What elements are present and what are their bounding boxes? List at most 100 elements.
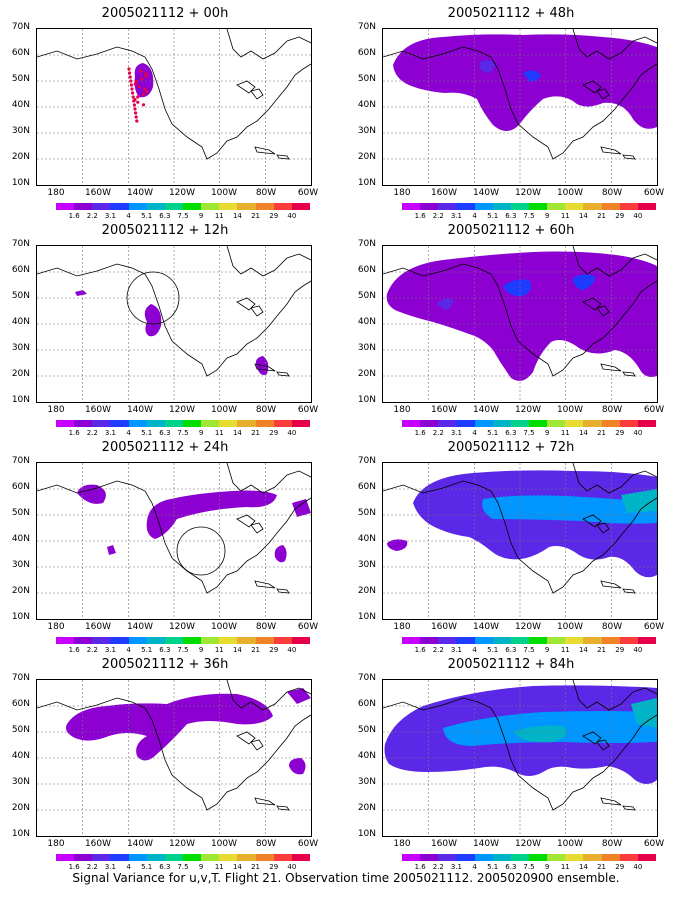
latitude-label: 20N (357, 586, 376, 596)
colorbar-swatch (219, 637, 238, 644)
map-area (36, 245, 312, 403)
variance-region (413, 470, 657, 578)
variance-region (144, 304, 162, 337)
colorbar (402, 420, 657, 427)
panel-title: 2005021112 + 60h (447, 223, 575, 238)
panel-title: 2005021112 + 36h (101, 657, 229, 672)
variance-region (292, 499, 311, 517)
colorbar-swatch (474, 854, 494, 861)
panel-title: 2005021112 + 12h (101, 223, 229, 238)
colorbar-label: 21 (597, 212, 607, 220)
colorbar-label: 2.2 (432, 429, 444, 437)
observation-point (127, 67, 131, 71)
latitude-label: 50N (11, 74, 30, 84)
observation-point (132, 103, 136, 107)
longitude-label: 80W (255, 839, 277, 849)
longitude-label: 60W (643, 188, 665, 198)
colorbar-swatch (420, 203, 439, 210)
longitude-label: 140W (472, 405, 500, 415)
colorbar-label: 21 (597, 429, 607, 437)
islands (600, 146, 636, 160)
colorbar-label: 11 (560, 646, 570, 654)
longitude-label: 180 (47, 839, 65, 849)
map-area (36, 28, 312, 186)
map-panel: 2005021112 + 24h 70N 60N 50N 40N 30N 20N 10N 180… (0, 440, 330, 655)
longitude-label: 160W (84, 405, 112, 415)
colorbar-swatch (474, 420, 494, 427)
observation-point (128, 75, 132, 79)
colorbar-label: 6.3 (505, 646, 517, 654)
colorbar-label: 1.6 (68, 863, 80, 871)
latitude-label: 50N (357, 725, 376, 735)
colorbar-swatch (183, 854, 202, 861)
colorbar-swatch (402, 203, 421, 210)
colorbar-swatch (110, 420, 130, 427)
longitude-label: 100W (210, 622, 238, 632)
latitude-label: 20N (11, 369, 30, 379)
colorbar-label: 5.1 (487, 646, 499, 654)
latitude-label: 10N (11, 829, 30, 839)
longitude-label: 80W (255, 188, 277, 198)
longitude-label: 180 (47, 622, 65, 632)
colorbar-label: 1.6 (414, 646, 426, 654)
latitude-label: 50N (357, 291, 376, 301)
observation-point (129, 79, 133, 83)
map-area (36, 679, 312, 837)
longitude-label: 180 (47, 405, 65, 415)
longitude-label: 60W (643, 622, 665, 632)
coastline (226, 463, 311, 494)
colorbar-label: 14 (578, 429, 588, 437)
colorbar-label: 4 (472, 646, 477, 654)
longitude-label: 180 (393, 622, 411, 632)
latitude-label: 70N (357, 673, 376, 683)
colorbar-swatch (74, 637, 93, 644)
latitude-label: 30N (357, 343, 376, 353)
colorbar (56, 420, 311, 427)
islands (254, 797, 290, 811)
colorbar-label: 11 (560, 429, 570, 437)
colorbar-label: 21 (251, 863, 261, 871)
colorbar-swatch (273, 637, 293, 644)
coastline (383, 46, 657, 160)
colorbar-swatch (601, 203, 621, 210)
coastline (226, 246, 311, 277)
panel-title: 2005021112 + 00h (101, 6, 229, 21)
longitude-label: 160W (84, 622, 112, 632)
longitude-label: 160W (430, 622, 458, 632)
colorbar-label: 40 (633, 863, 643, 871)
panel-title: 2005021112 + 48h (447, 6, 575, 21)
latitude-label: 70N (357, 22, 376, 32)
observation-point (134, 111, 138, 115)
colorbar-swatch (273, 420, 293, 427)
observation-point (140, 77, 144, 81)
colorbar-swatch (291, 854, 311, 861)
variance-region (386, 251, 657, 381)
latitude-label: 50N (11, 508, 30, 518)
latitude-label: 40N (357, 100, 376, 110)
colorbar-swatch (74, 420, 93, 427)
colorbar-label: 29 (615, 646, 625, 654)
latitude-label: 10N (357, 178, 376, 188)
longitude-label: 80W (601, 188, 623, 198)
coastline (37, 697, 311, 811)
latitude-label: 50N (357, 508, 376, 518)
colorbar-label: 3.1 (450, 863, 462, 871)
colorbar-swatch (456, 637, 476, 644)
colorbar-swatch (619, 854, 639, 861)
colorbar-swatch (201, 854, 220, 861)
colorbar-swatch (146, 637, 166, 644)
map-area (382, 679, 658, 837)
colorbar-swatch (273, 203, 293, 210)
longitude-label: 100W (210, 839, 238, 849)
coastline (37, 480, 311, 594)
colorbar-label: 6.3 (159, 863, 171, 871)
colorbar-label: 11 (214, 863, 224, 871)
colorbar-label: 11 (214, 429, 224, 437)
colorbar-swatch (183, 203, 202, 210)
latitude-label: 20N (357, 803, 376, 813)
colorbar-label: 4 (472, 863, 477, 871)
colorbar-label: 14 (232, 863, 242, 871)
colorbar-label: 21 (251, 646, 261, 654)
variance-region (479, 60, 495, 73)
latitude-label: 70N (357, 239, 376, 249)
